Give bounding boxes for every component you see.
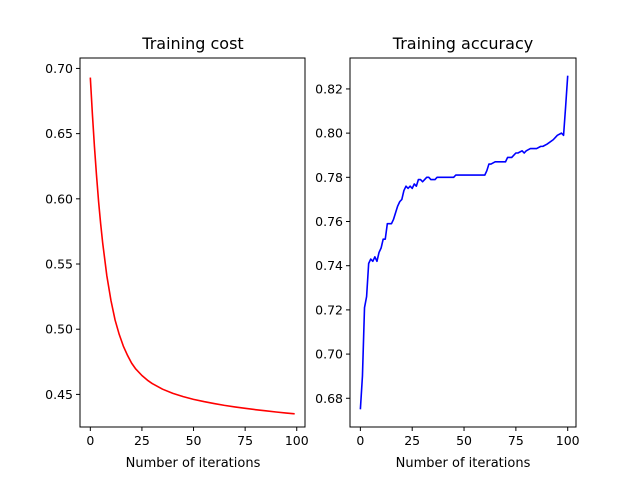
accuracy-x-axis-label: Number of iterations [396, 456, 531, 471]
accuracy-axes-frame [349, 57, 577, 428]
cost-chart: Training cost 0 25 50 75 100 0.45 0.50 0.55 0.60… [45, 34, 309, 471]
accuracy-x-tick-label: 25 [404, 433, 420, 448]
cost-y-tick-label: 0.60 [45, 191, 73, 206]
cost-x-axis-label: Number of iterations [126, 456, 261, 471]
accuracy-chart-title: Training accuracy [392, 34, 533, 53]
cost-axes-frame [79, 57, 306, 428]
accuracy-x-tick-label: 50 [456, 433, 472, 448]
accuracy-y-tick-label: 0.74 [315, 258, 343, 273]
cost-x-tick-label: 25 [134, 433, 150, 448]
accuracy-y-tick-label: 0.80 [315, 126, 343, 141]
accuracy-x-tick-label: 75 [508, 433, 524, 448]
cost-series-line [89, 77, 295, 415]
cost-y-tick-label: 0.65 [45, 126, 73, 141]
accuracy-plot-area: 0 25 50 75 100 0.68 0.70 0.72 0.74 0.76 0.78 0.80 0.… [315, 75, 580, 448]
accuracy-series-line [359, 75, 569, 410]
cost-x-tick-label: 75 [237, 433, 253, 448]
accuracy-y-tick-label: 0.68 [315, 391, 343, 406]
cost-chart-title: Training cost [141, 34, 243, 53]
accuracy-y-tick-label: 0.76 [315, 214, 343, 229]
cost-x-tick-label: 100 [285, 433, 309, 448]
cost-y-tick-label: 0.50 [45, 322, 73, 337]
accuracy-chart: Training accuracy 0 25 50 75 100 0.68 0.70 0.72… [315, 34, 580, 471]
accuracy-y-tick-label: 0.78 [315, 170, 343, 185]
cost-x-tick-label: 0 [86, 433, 94, 448]
cost-y-tick-label: 0.70 [45, 61, 73, 76]
accuracy-y-tick-label: 0.70 [315, 347, 343, 362]
accuracy-y-tick-label: 0.72 [315, 302, 343, 317]
cost-plot-area: 0 25 50 75 100 0.45 0.50 0.55 0.60 0.65 0.70 [45, 61, 309, 448]
accuracy-y-tick-label: 0.82 [315, 81, 343, 96]
accuracy-x-tick-label: 0 [356, 433, 364, 448]
cost-y-tick-label: 0.45 [45, 387, 73, 402]
accuracy-x-tick-label: 100 [556, 433, 580, 448]
cost-y-tick-label: 0.55 [45, 257, 73, 272]
cost-x-tick-label: 50 [186, 433, 202, 448]
